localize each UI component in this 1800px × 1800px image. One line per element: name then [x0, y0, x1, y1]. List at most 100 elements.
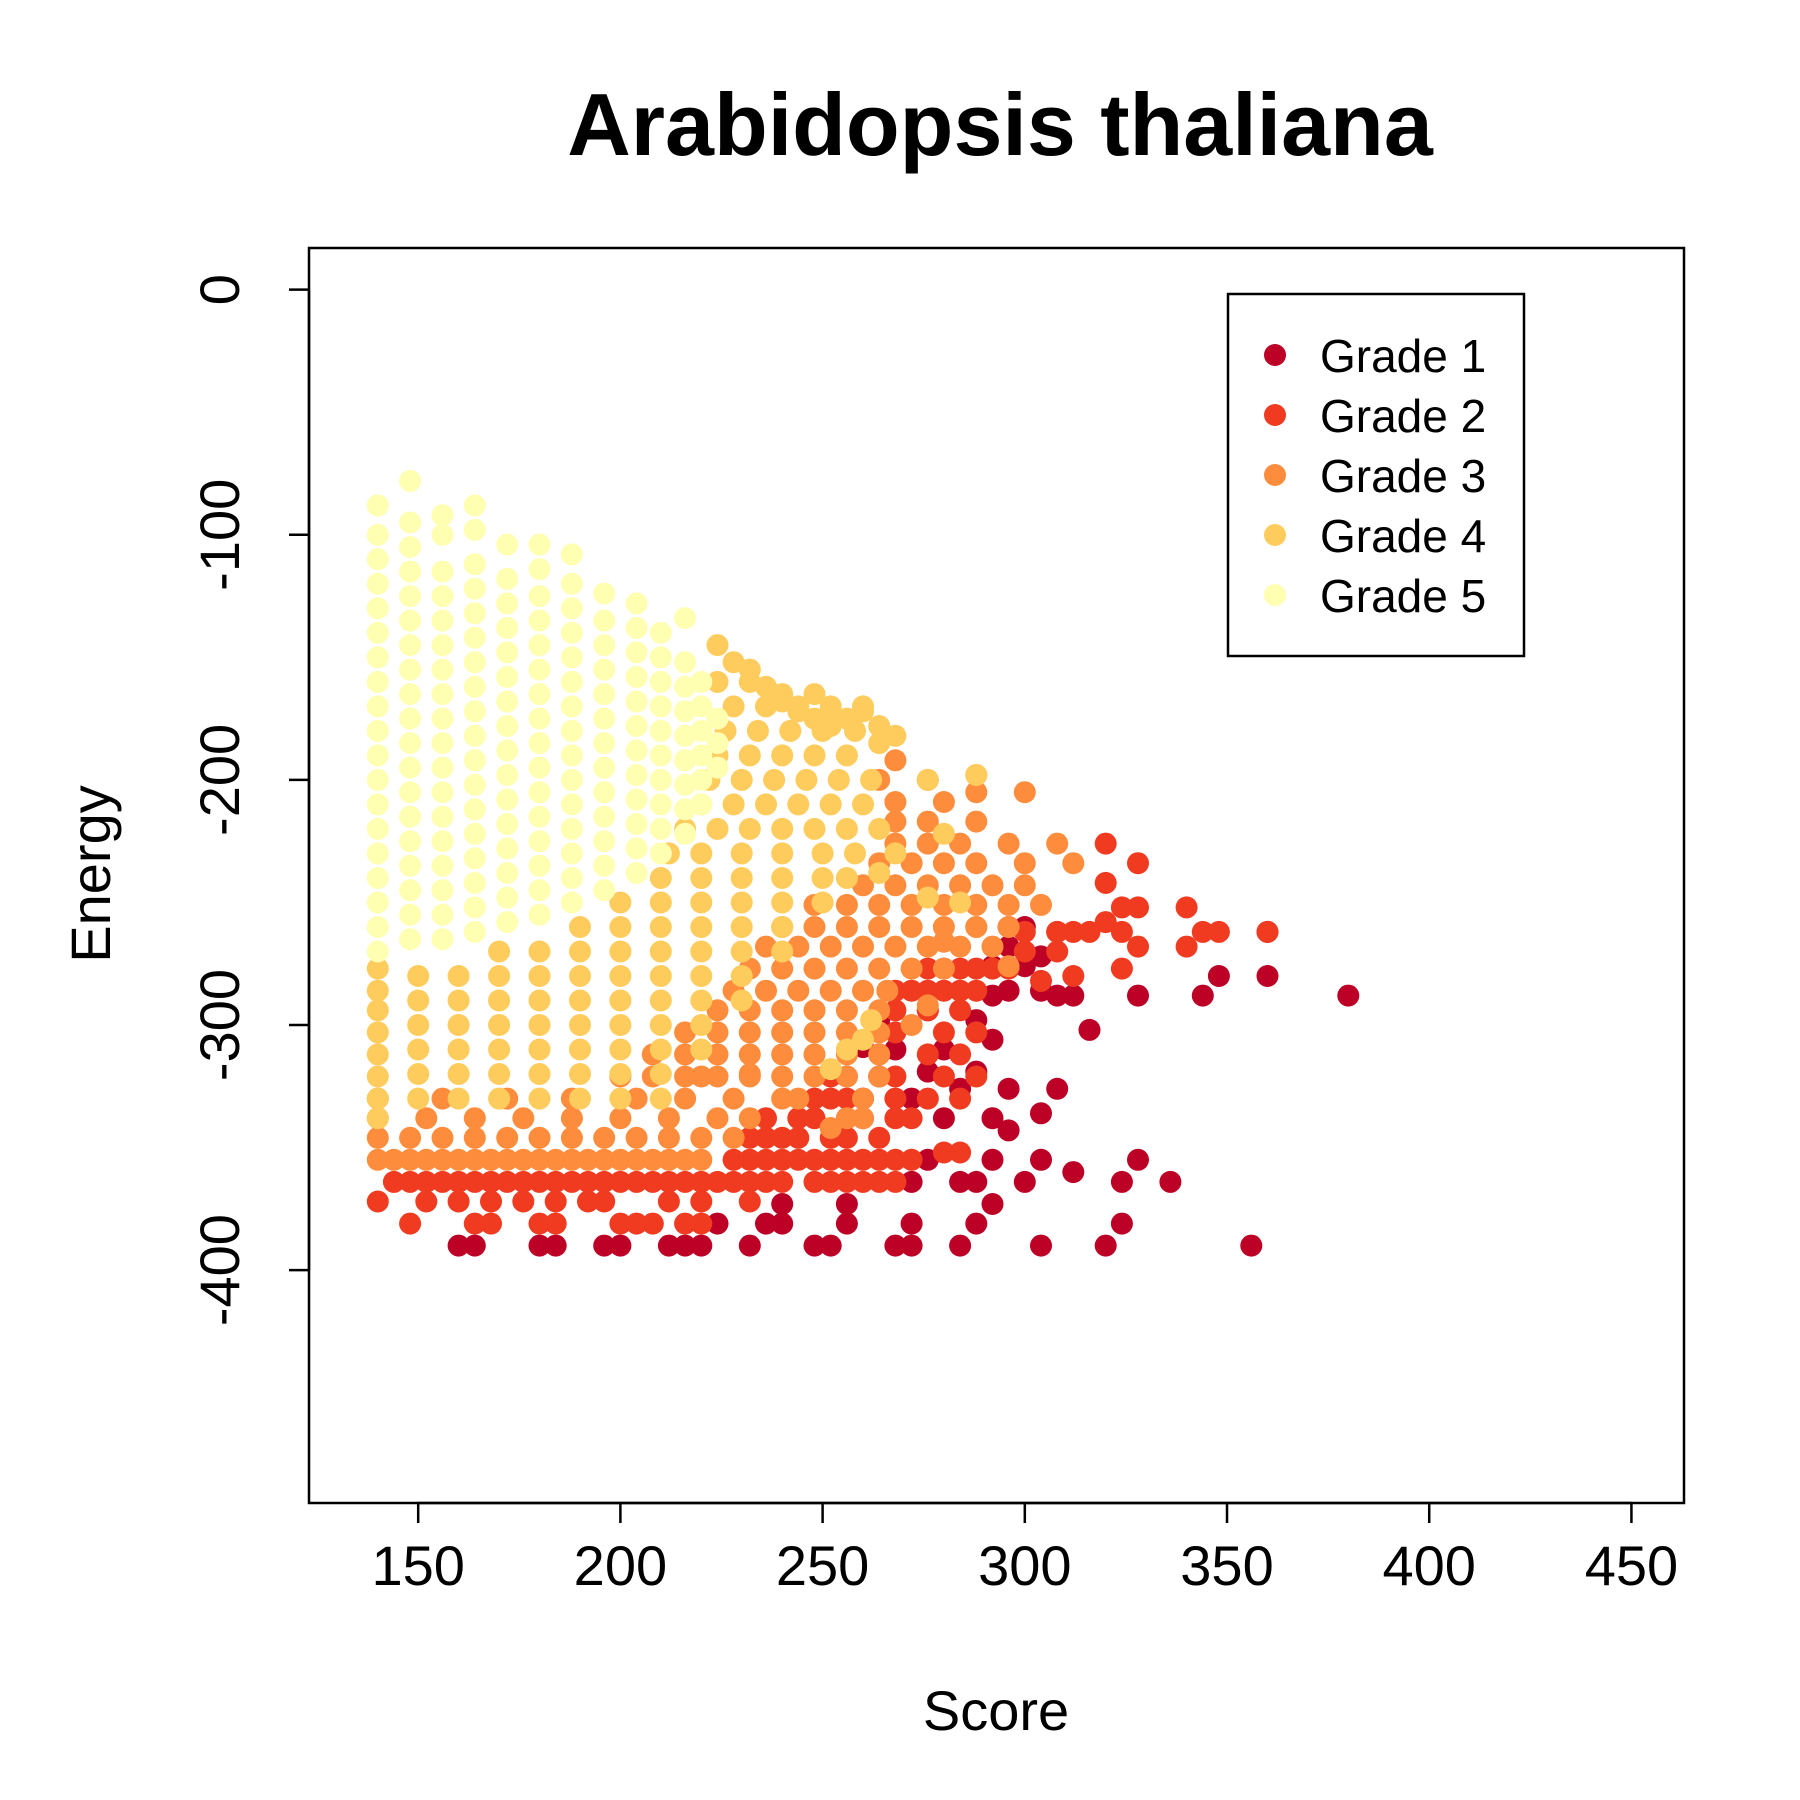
- data-point: [641, 1170, 664, 1193]
- data-point: [819, 979, 842, 1002]
- data-point: [787, 1107, 810, 1130]
- data-point: [997, 1077, 1020, 1100]
- data-point: [706, 707, 729, 730]
- data-point: [706, 999, 729, 1022]
- data-point: [819, 1234, 842, 1257]
- data-point: [366, 621, 389, 644]
- data-point: [1127, 852, 1149, 875]
- data-point: [900, 1234, 923, 1257]
- data-point: [496, 837, 519, 860]
- data-point: [868, 1148, 891, 1171]
- data-point: [399, 1126, 422, 1149]
- data-point: [649, 965, 672, 987]
- data-point: [738, 1170, 761, 1193]
- data-point: [819, 1170, 842, 1193]
- data-point: [463, 1234, 486, 1257]
- data-point: [447, 1170, 470, 1193]
- data-point: [1159, 1170, 1182, 1193]
- data-point: [900, 852, 923, 875]
- data-point: [1062, 852, 1085, 875]
- legend-marker: [1264, 404, 1286, 426]
- data-point: [569, 965, 591, 987]
- data-point: [366, 793, 389, 816]
- data-point: [649, 1038, 672, 1061]
- data-point: [835, 1193, 858, 1215]
- data-point: [463, 518, 486, 541]
- data-point: [1046, 1077, 1069, 1100]
- data-point: [1127, 935, 1149, 958]
- data-point: [884, 1170, 907, 1193]
- data-point: [965, 810, 988, 833]
- data-point: [609, 1038, 632, 1061]
- data-point: [916, 994, 939, 1017]
- data-point: [366, 1021, 389, 1044]
- data-point: [1256, 965, 1279, 987]
- data-point: [803, 1107, 826, 1130]
- data-point: [657, 1126, 680, 1149]
- data-point: [593, 683, 616, 706]
- data-point: [835, 1126, 858, 1149]
- data-point: [431, 1087, 454, 1110]
- data-point: [690, 891, 713, 914]
- data-point: [674, 1065, 697, 1088]
- data-point: [528, 940, 551, 963]
- data-point: [366, 1043, 389, 1066]
- data-point: [366, 957, 389, 980]
- y-tick-label: -100: [188, 479, 251, 591]
- data-point: [868, 1065, 891, 1088]
- data-point: [480, 1148, 502, 1171]
- data-point: [771, 842, 794, 865]
- data-point: [496, 788, 519, 811]
- data-point: [1256, 920, 1279, 943]
- data-point: [1030, 1102, 1052, 1125]
- data-point: [496, 764, 519, 786]
- data-point: [706, 1107, 729, 1130]
- data-point: [560, 744, 583, 767]
- data-point: [593, 582, 616, 605]
- data-point: [496, 739, 519, 762]
- data-point: [560, 719, 583, 742]
- data-point: [690, 1038, 713, 1061]
- data-point: [431, 805, 454, 828]
- data-point: [577, 1170, 599, 1193]
- data-point: [787, 1148, 810, 1171]
- data-point: [730, 867, 753, 889]
- data-point: [876, 979, 899, 1002]
- data-point: [811, 867, 834, 889]
- data-point: [463, 577, 486, 600]
- y-tick-label: 0: [188, 274, 251, 305]
- data-point: [900, 1212, 923, 1235]
- data-point: [884, 1107, 907, 1130]
- data-point: [496, 567, 519, 590]
- data-point: [399, 1148, 422, 1171]
- data-point: [755, 979, 777, 1002]
- data-point: [496, 641, 519, 664]
- data-point: [463, 1107, 486, 1130]
- data-point: [1094, 911, 1117, 934]
- data-point: [949, 1087, 972, 1110]
- legend-label: Grade 5: [1320, 570, 1486, 622]
- data-point: [852, 1087, 874, 1110]
- data-point: [730, 891, 753, 914]
- data-point: [463, 1170, 486, 1193]
- data-point: [916, 1087, 939, 1110]
- data-point: [569, 1087, 591, 1110]
- data-point: [787, 1126, 810, 1149]
- data-point: [625, 1087, 648, 1110]
- data-point: [399, 511, 422, 534]
- data-point: [431, 854, 454, 877]
- data-point: [593, 1126, 616, 1149]
- data-point: [657, 1107, 680, 1130]
- data-point: [528, 756, 551, 779]
- data-point: [787, 979, 810, 1002]
- data-point: [593, 830, 616, 853]
- data-point: [771, 999, 794, 1022]
- data-point: [835, 817, 858, 840]
- data-point: [560, 842, 583, 865]
- data-point: [868, 817, 891, 840]
- data-point: [544, 1212, 567, 1235]
- data-point: [690, 867, 713, 889]
- data-point: [1030, 969, 1052, 992]
- data-point: [997, 832, 1020, 855]
